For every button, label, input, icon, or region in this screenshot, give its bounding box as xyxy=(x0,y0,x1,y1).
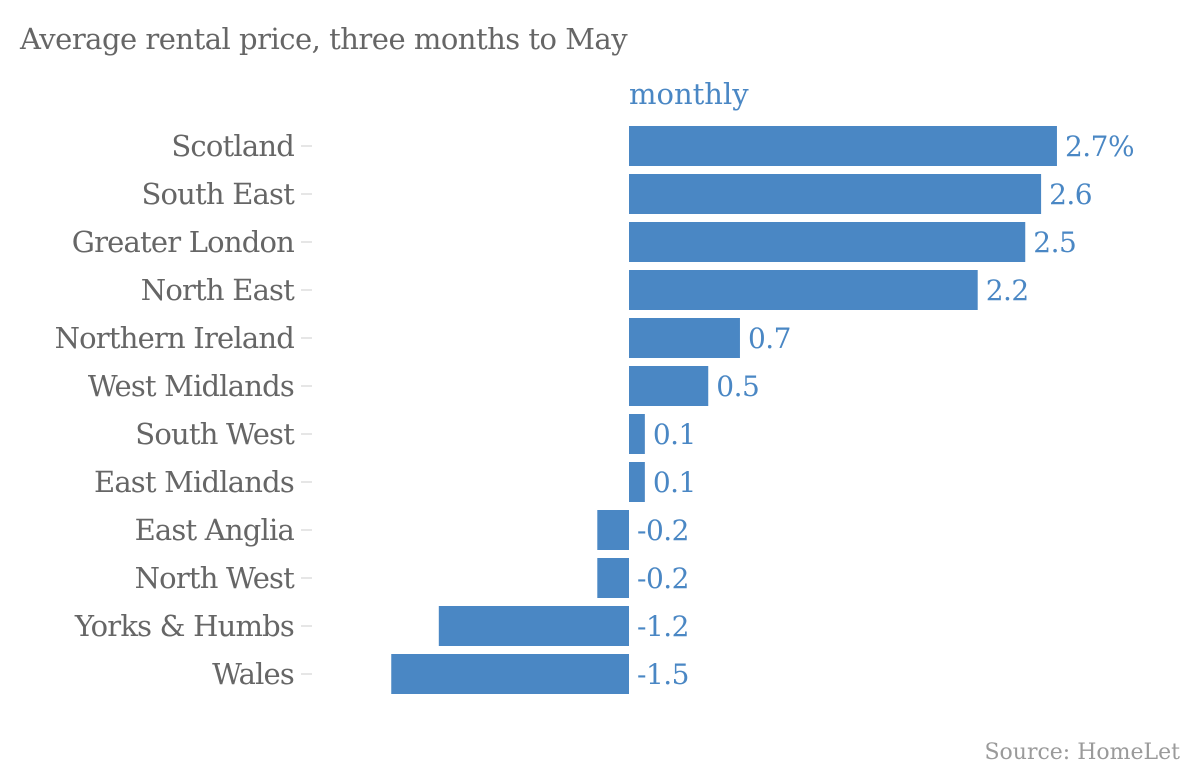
value-label: -0.2 xyxy=(637,514,689,547)
value-label: -1.5 xyxy=(637,658,689,691)
source-note: Source: HomeLet xyxy=(984,740,1180,765)
category-label: South East xyxy=(141,177,295,211)
value-label: 0.1 xyxy=(653,418,696,451)
bar xyxy=(597,558,629,598)
value-label: 0.1 xyxy=(653,466,696,499)
value-label: 2.6 xyxy=(1049,178,1092,211)
bar xyxy=(629,366,709,406)
bar xyxy=(629,222,1026,262)
value-label: 2.7% xyxy=(1065,130,1134,163)
value-label: 2.2 xyxy=(986,274,1029,307)
value-label: 0.5 xyxy=(716,370,759,403)
bar xyxy=(438,606,629,646)
value-label: -0.2 xyxy=(637,562,689,595)
bar xyxy=(629,318,740,358)
category-label: Greater London xyxy=(72,225,294,259)
category-label: Northern Ireland xyxy=(55,321,295,355)
category-label: East Anglia xyxy=(135,513,295,547)
category-label: East Midlands xyxy=(94,465,294,499)
bar xyxy=(597,510,629,550)
chart-title: Average rental price, three months to Ma… xyxy=(20,22,628,56)
bar xyxy=(629,414,645,454)
value-label: 2.5 xyxy=(1033,226,1076,259)
category-label: Wales xyxy=(212,657,294,691)
category-label: West Midlands xyxy=(88,369,294,403)
bar xyxy=(629,174,1042,214)
bar xyxy=(629,462,645,502)
category-labels: Scotland South East Greater London North Ea… xyxy=(55,129,296,691)
category-label: North East xyxy=(141,273,295,307)
category-ticks xyxy=(301,145,312,675)
bar xyxy=(391,654,629,694)
value-label: 0.7 xyxy=(748,322,791,355)
bars xyxy=(391,126,1057,694)
category-label: Scotland xyxy=(171,129,294,163)
category-label: North West xyxy=(135,561,296,595)
value-label: -1.2 xyxy=(637,610,689,643)
bar xyxy=(629,126,1057,166)
series-label: monthly xyxy=(629,77,749,111)
value-labels: 2.7% 2.6 2.52.2 0.7 0.5 0.1 0.1 -0.2 -0.2 -1.2 -1.… xyxy=(637,130,1135,691)
category-label: Yorks & Humbs xyxy=(74,609,294,643)
bar xyxy=(629,270,978,310)
category-label: South West xyxy=(135,417,295,451)
